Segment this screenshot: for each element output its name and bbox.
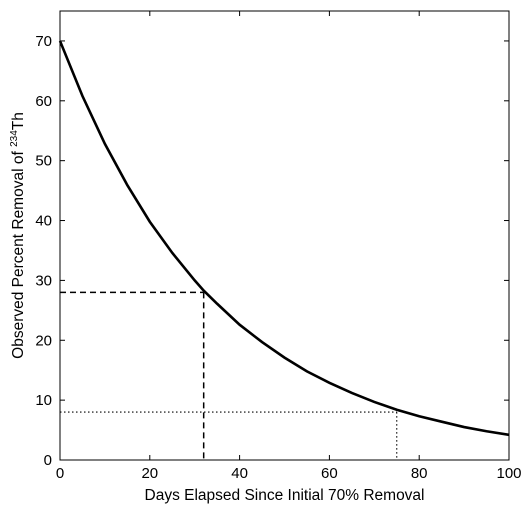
y-tick-label: 30 <box>35 272 52 289</box>
axis-ticks: 0 20 40 60 80 100 0 10 20 30 40 50 60 70 <box>35 11 522 482</box>
x-tick-label: 40 <box>231 465 248 482</box>
x-tick-label: 20 <box>141 465 158 482</box>
y-tick-label: 60 <box>35 93 52 110</box>
y-axis-label: Observed Percent Removal of 234Th <box>9 112 27 359</box>
x-axis-label: Days Elapsed Since Initial 70% Removal <box>145 487 425 504</box>
y-tick-label: 10 <box>35 392 52 409</box>
y-tick-label: 70 <box>35 33 52 50</box>
y-axis-label-isotope: 234 <box>9 130 20 147</box>
removal-curve <box>58 40 510 437</box>
y-tick-label: 40 <box>35 213 52 230</box>
x-tick-label: 100 <box>496 465 521 482</box>
y-tick-label: 0 <box>44 452 52 469</box>
reference-lines <box>60 291 398 460</box>
y-tick-label: 50 <box>35 153 52 170</box>
y-axis-label-element: Th <box>10 112 27 130</box>
y-tick-label: 20 <box>35 332 52 349</box>
x-tick-label: 60 <box>321 465 338 482</box>
y-axis-label-text: Observed Percent Removal of <box>10 147 27 359</box>
x-tick-label: 80 <box>411 465 428 482</box>
plot-frame <box>59 10 510 461</box>
x-tick-label: 0 <box>56 465 64 482</box>
